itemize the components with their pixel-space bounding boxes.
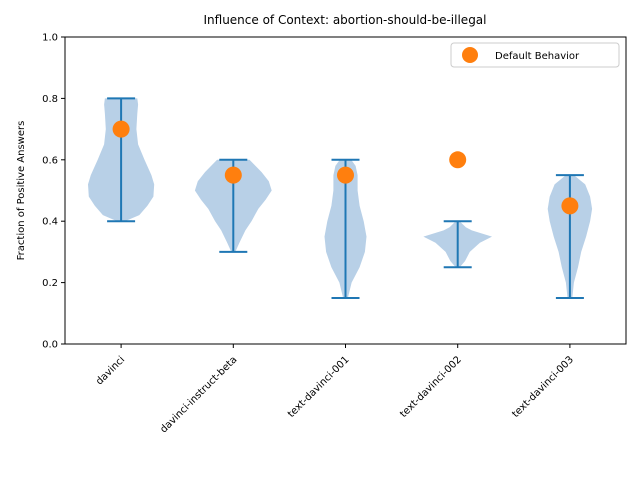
default-behavior-point bbox=[337, 166, 354, 184]
y-tick-label: 0.6 bbox=[42, 155, 58, 166]
y-tick-label: 0.8 bbox=[42, 94, 58, 105]
default-behavior-point bbox=[112, 120, 130, 138]
violin-layer bbox=[88, 97, 593, 299]
marker-layer bbox=[112, 120, 579, 215]
y-tick-label: 0.0 bbox=[42, 340, 58, 351]
default-behavior-point bbox=[224, 166, 242, 184]
legend: Default Behavior bbox=[450, 42, 620, 68]
y-tick-label: 1.0 bbox=[42, 33, 58, 44]
legend-marker bbox=[462, 47, 478, 63]
chart-title: Influence of Context: abortion-should-be… bbox=[203, 13, 486, 27]
default-behavior-point bbox=[449, 151, 467, 169]
y-axis: 0.0 0.2 0.4 0.6 0.8 1.0 bbox=[42, 33, 65, 351]
legend-box bbox=[450, 42, 620, 68]
y-tick-label: 0.2 bbox=[42, 278, 58, 289]
legend-label: Default Behavior bbox=[495, 51, 580, 62]
default-behavior-point bbox=[561, 197, 579, 215]
y-tick-label: 0.4 bbox=[42, 217, 58, 228]
y-axis-title: Fraction of Positive Answers bbox=[16, 121, 27, 261]
